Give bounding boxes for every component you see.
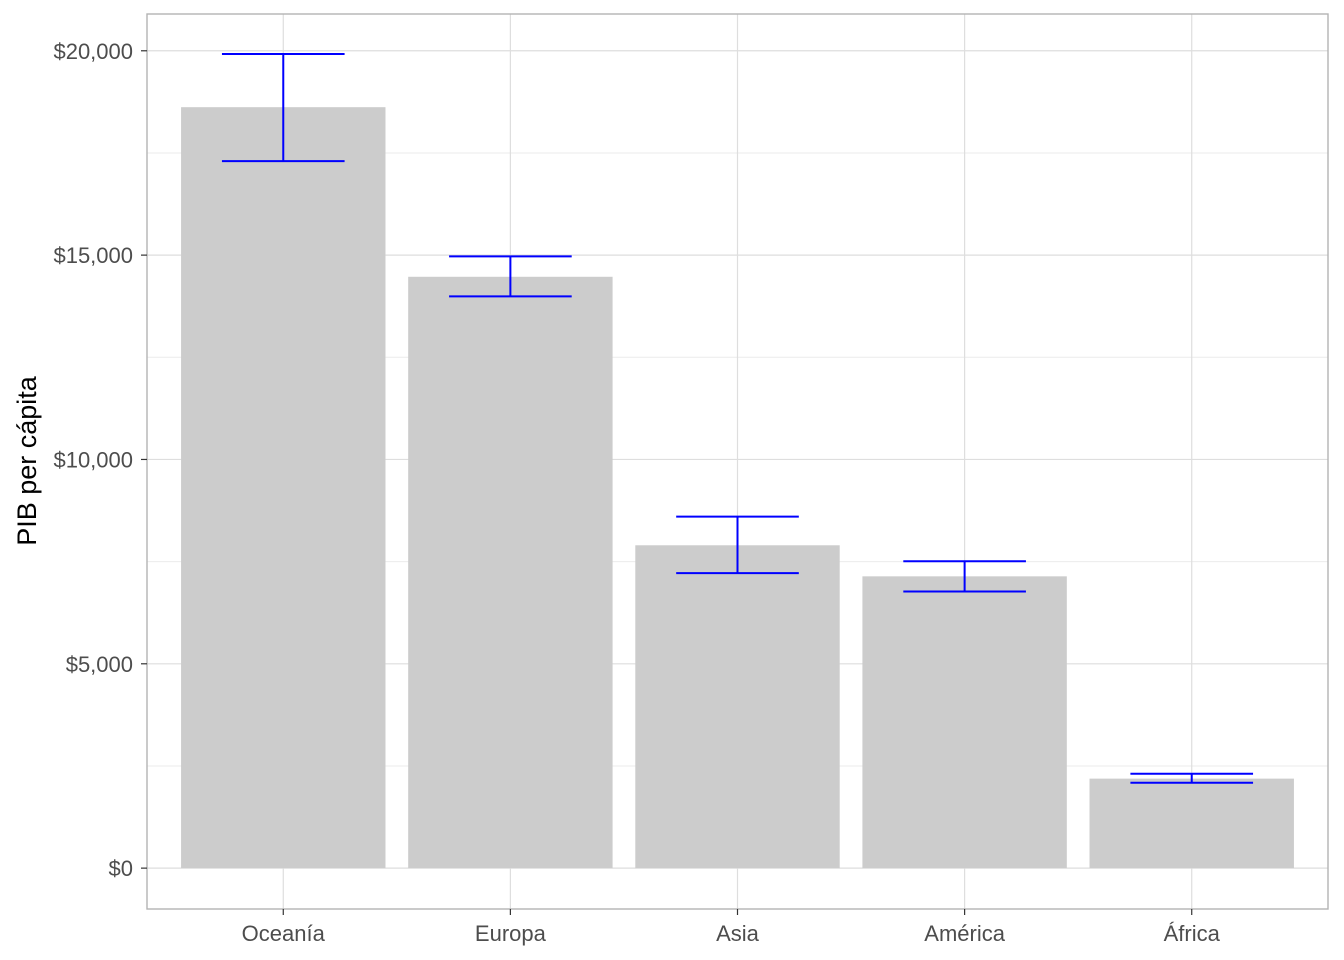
y-axis-title: PIB per cápita bbox=[12, 375, 42, 546]
bars bbox=[181, 107, 1294, 869]
x-tick-label: Europa bbox=[475, 921, 547, 946]
x-tick-label: América bbox=[924, 921, 1005, 946]
y-tick-label: $10,000 bbox=[53, 447, 133, 472]
x-tick-label: Oceanía bbox=[242, 921, 326, 946]
bar bbox=[1089, 778, 1294, 869]
y-tick-label: $15,000 bbox=[53, 243, 133, 268]
y-tick-label: $5,000 bbox=[66, 652, 133, 677]
y-axis: $0 $5,000 $10,000 $15,000 $20,000 bbox=[53, 39, 147, 881]
bar bbox=[635, 545, 840, 869]
bar bbox=[862, 576, 1067, 869]
error-bars bbox=[221, 53, 1254, 784]
error-bar bbox=[903, 560, 1026, 593]
bar bbox=[408, 276, 613, 869]
error-bar bbox=[676, 515, 799, 575]
x-tick-label: África bbox=[1164, 921, 1221, 946]
error-bar bbox=[221, 53, 345, 163]
error-bar bbox=[449, 255, 572, 298]
y-tick-label: $0 bbox=[109, 856, 133, 881]
error-bar bbox=[1130, 772, 1254, 784]
y-tick-label: $20,000 bbox=[53, 39, 133, 64]
bar bbox=[181, 107, 386, 869]
x-tick-label: Asia bbox=[716, 921, 760, 946]
x-axis: Oceanía Europa Asia América África bbox=[242, 909, 1221, 946]
